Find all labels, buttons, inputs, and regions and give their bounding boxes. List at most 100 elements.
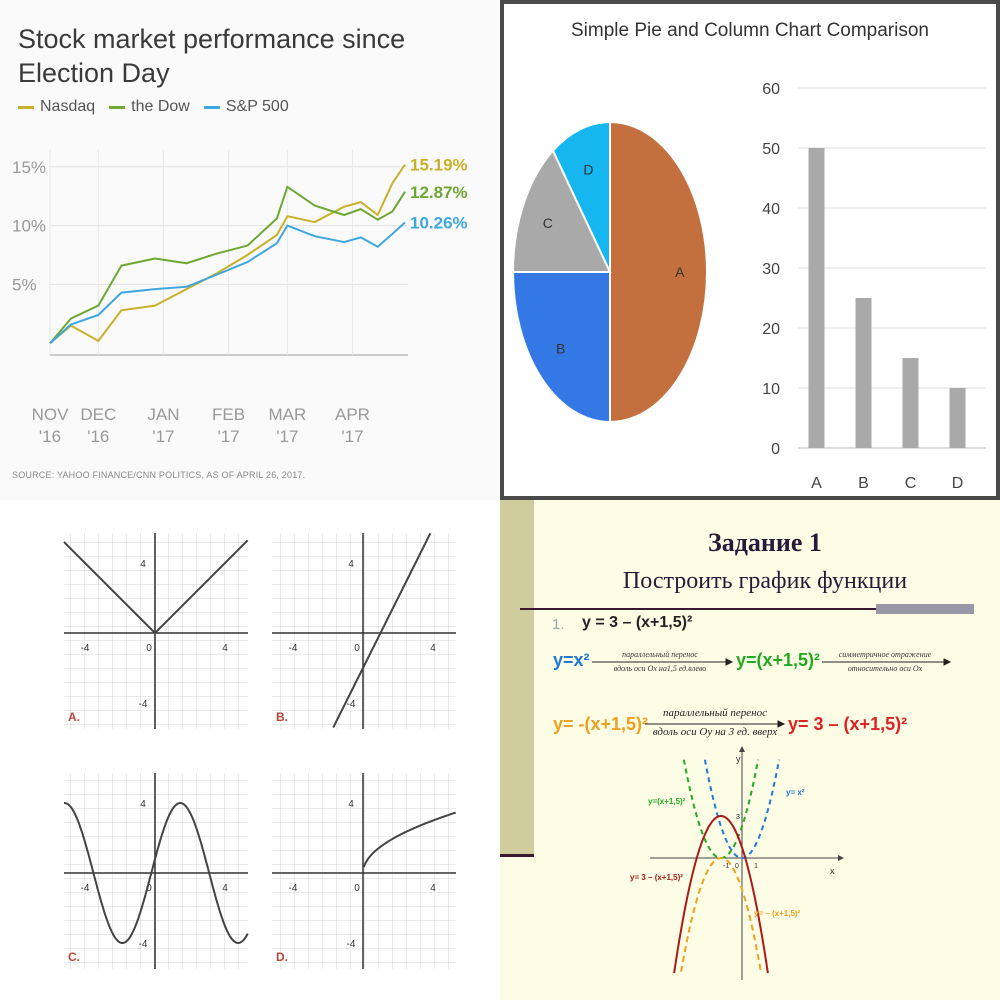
graph-y-tick-label: 4 <box>140 559 146 570</box>
legend-label-dow: the Dow <box>131 98 190 115</box>
graph-origin-label: 0 <box>146 643 152 654</box>
graph-panel-label: C. <box>68 950 80 964</box>
stock-series-line-0 <box>49 163 406 345</box>
pie-slice-label: D <box>583 161 593 177</box>
graph-y-tick-label: -4 <box>347 939 356 950</box>
graph-grid <box>272 773 456 969</box>
graph-x-tick-label: -4 <box>81 643 90 654</box>
stock-series-line-1 <box>49 185 406 344</box>
graph-x-tick-label: 4 <box>222 883 228 894</box>
bar-B <box>855 298 872 448</box>
bar-y-tick-label: 40 <box>762 201 780 218</box>
task-subtitle: Построить график функции <box>622 568 908 594</box>
stock-end-label-1: 12.87% <box>410 183 468 202</box>
bar-y-tick-label: 20 <box>762 321 780 338</box>
graph-y-tick-label: -4 <box>139 699 148 710</box>
pie-slice-D <box>551 120 611 273</box>
stock-x-tick-year: '17 <box>152 427 174 446</box>
equation-final: y= 3 – (x+1,5)² <box>788 714 908 734</box>
graph-origin-label: 0 <box>354 883 360 894</box>
bar-y-tick-label: 60 <box>762 81 780 98</box>
stock-x-tick-month: DEC <box>80 405 116 424</box>
title-divider-accent <box>876 604 974 614</box>
note-shift-up-top: параллельный перенос <box>662 707 768 719</box>
pie-slice-C <box>511 148 612 273</box>
pie-slice-A <box>609 120 708 424</box>
legend-label-nasdaq: Nasdaq <box>40 98 96 115</box>
graph-panel-4: -4 0 4 4 -4 D. <box>272 773 457 969</box>
note-shift-left-top: параллельный перенос <box>622 650 698 659</box>
legend-label-sp500: S&P 500 <box>225 98 289 115</box>
graph-curve <box>63 539 249 635</box>
pie-column-title: Simple Pie and Column Chart Comparison <box>571 20 929 41</box>
bar-y-tick-label: 0 <box>771 441 780 458</box>
legend-swatch-sp500 <box>203 105 220 109</box>
stock-x-tick-month: APR <box>335 405 370 424</box>
stock-x-tick-month: JAN <box>147 405 179 424</box>
note-reflect-bottom: относительно оси Ох <box>847 664 923 673</box>
step-equation: y = 3 – (x+1,5)² <box>582 614 693 631</box>
bar-x-tick-label: C <box>905 475 917 492</box>
function-graphs-panel: -4 0 4 4 -4 A. -4 0 4 4 -4 B. -4 0 4 4 -4 C. -4 0 4 4 -4 D. <box>0 500 500 1000</box>
bar-x-tick-label: D <box>952 475 964 492</box>
pie-slice-label: A <box>675 264 685 280</box>
stock-chart-title: Stock market performance since Election … <box>18 24 406 88</box>
stock-x-tick-year: '17 <box>341 427 363 446</box>
bar-x-tick-label: A <box>811 475 822 492</box>
legend-item-sp500: S&P 500 <box>203 98 289 116</box>
stock-chart-panel: Stock market performance since Election … <box>0 0 500 500</box>
bar-y-tick-label: 30 <box>762 261 780 278</box>
graph-y-tick-label: 4 <box>348 799 354 810</box>
pie-slice-label: C <box>543 215 553 231</box>
stock-legend: Nasdaq the Dow S&P 500 <box>18 98 289 116</box>
stock-y-tick-label: 5% <box>12 275 37 294</box>
graph-curve <box>332 532 432 728</box>
graph-panel-label: A. <box>68 710 80 724</box>
equation-reflected: y= -(x+1,5)² <box>553 714 649 734</box>
stock-end-label-0: 15.19% <box>410 156 468 175</box>
stock-x-tick-year: '17 <box>276 427 298 446</box>
stock-x-tick-year: '17 <box>217 427 239 446</box>
bar-D <box>949 388 966 448</box>
stock-x-tick-year: '16 <box>39 427 61 446</box>
graph-panel-3: -4 0 4 4 -4 C. <box>64 773 249 969</box>
graph-curve <box>362 811 457 868</box>
graph-y-tick-label: -4 <box>347 699 356 710</box>
task-title: Задание 1 <box>708 528 822 557</box>
graph-y-tick-label: -4 <box>139 939 148 950</box>
stock-end-label-2: 10.26% <box>410 214 468 233</box>
graph-x-tick-label: 4 <box>222 643 228 654</box>
stock-x-tick-year: '16 <box>87 427 109 446</box>
stock-x-tick-month: FEB <box>212 405 245 424</box>
graph-x-tick-label: 4 <box>430 883 436 894</box>
stock-x-tick-month: NOV <box>32 405 70 424</box>
pie-column-panel: Simple Pie and Column Chart Comparison A… <box>500 0 1000 500</box>
slide-side-bar <box>500 500 534 856</box>
graph-panel-2: -4 0 4 4 -4 B. <box>272 532 456 729</box>
legend-swatch-nasdaq <box>18 105 34 109</box>
stock-y-tick-label: 10% <box>12 217 46 236</box>
graph-y-tick-label: 4 <box>348 559 354 570</box>
bar-x-tick-label: B <box>858 475 869 492</box>
bar-y-tick-label: 50 <box>762 141 780 158</box>
graph-origin-label: 0 <box>354 643 360 654</box>
bar-C <box>902 358 919 448</box>
function-graphs: -4 0 4 4 -4 A. -4 0 4 4 -4 B. -4 0 4 4 -4 C. -4 0 4 4 -4 D. <box>63 532 457 969</box>
graph-panel-1: -4 0 4 4 -4 A. <box>63 533 249 729</box>
graph-grid <box>64 773 248 969</box>
stock-x-tick-month: MAR <box>268 405 306 424</box>
bar-y-tick-label: 10 <box>762 381 780 398</box>
legend-item-nasdaq: Nasdaq <box>18 98 95 116</box>
stock-series-line-2 <box>49 221 406 344</box>
bar-A <box>808 148 825 448</box>
source-note: SOURCE: YAHOO FINANCE/CNN POLITICS, AS O… <box>12 470 306 480</box>
graph-x-tick-label: -4 <box>289 883 298 894</box>
graph-y-tick-label: 4 <box>140 799 146 810</box>
pie-chart: A B C D <box>511 120 708 424</box>
stock-y-tick-label: 15% <box>12 158 46 177</box>
equation-parabola: y=x² <box>553 650 590 670</box>
pie-slice-B <box>511 271 611 424</box>
graph-panel-label: D. <box>276 950 288 964</box>
graph-x-tick-label: -4 <box>289 643 298 654</box>
graph-origin-label: 0 <box>146 883 152 894</box>
